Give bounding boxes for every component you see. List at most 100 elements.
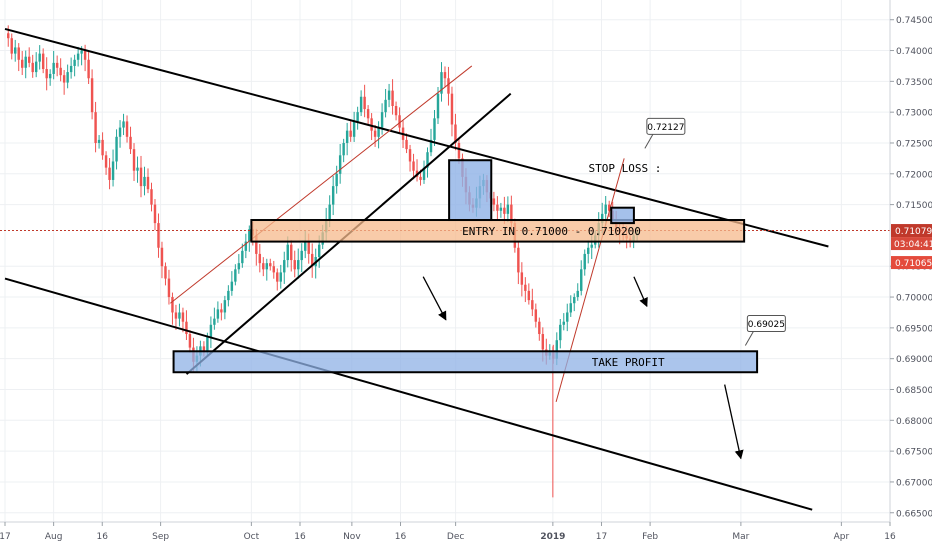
candle-body: [405, 139, 408, 150]
second-price-label: 0.71065: [895, 259, 932, 269]
candle-body: [419, 176, 422, 180]
candle-body: [297, 260, 300, 270]
candles: [7, 25, 639, 498]
candle-body: [125, 121, 129, 137]
y-tick-label: 0.74000: [896, 47, 932, 57]
candle-body: [555, 340, 558, 359]
candle-body: [454, 124, 457, 143]
candle-body: [450, 93, 454, 125]
x-tick-label: Sep: [152, 532, 169, 542]
candle-body: [139, 167, 143, 187]
candle-body: [279, 272, 282, 282]
candle-body: [538, 321, 541, 335]
candle-body: [583, 253, 586, 270]
candle-body: [167, 278, 171, 298]
candle-body: [7, 33, 10, 39]
channel-line-thin: [170, 65, 473, 304]
candle-body: [90, 78, 94, 113]
callout-value: 0.72127: [647, 123, 684, 133]
arrow: [724, 384, 744, 460]
time-axis-bg: [0, 522, 932, 550]
candle-body: [492, 198, 496, 205]
candle-body: [496, 204, 499, 211]
candle-body: [111, 161, 115, 180]
candle-body: [426, 152, 429, 168]
candle-body: [345, 130, 349, 143]
candle-body: [359, 96, 363, 113]
candle-body: [366, 109, 370, 119]
trend-line: [4, 277, 813, 511]
candle-body: [181, 312, 185, 322]
candle-body: [569, 303, 572, 313]
candle-body: [607, 204, 611, 211]
candle-body: [188, 334, 192, 348]
candle-body: [73, 59, 76, 66]
candle-body: [87, 59, 90, 79]
candle-body: [122, 121, 125, 128]
candle-body: [293, 260, 296, 270]
candle-body: [269, 263, 272, 267]
candle-body: [94, 112, 97, 143]
candle-body: [356, 112, 359, 122]
arrows: [422, 276, 744, 460]
candle-body: [384, 99, 387, 113]
candle-body: [150, 189, 153, 205]
take-profit-zone: [172, 350, 759, 374]
annotations: STOP LOSS : 0.72127 0.69025: [589, 117, 786, 346]
candle-body: [45, 69, 48, 79]
candle-body: [576, 290, 579, 298]
candle-body: [408, 149, 412, 162]
candle-body: [352, 121, 356, 137]
callout-pointer: [744, 331, 754, 346]
x-tick-label: 16: [97, 532, 109, 542]
candle-body: [590, 244, 593, 248]
last-price-tag: [891, 224, 932, 238]
callout-box: [746, 315, 786, 333]
candle-body: [153, 204, 157, 224]
candle-body: [566, 312, 569, 322]
x-tick-label: 17: [0, 532, 11, 542]
candle-body: [213, 318, 216, 325]
candle-body: [248, 229, 251, 242]
candle-body: [129, 136, 132, 150]
y-tick-label: 0.69500: [896, 324, 932, 334]
candle-body: [244, 241, 248, 251]
candle-body: [14, 47, 17, 54]
candle-body: [262, 263, 265, 270]
candle-body: [21, 59, 24, 68]
x-tick-label: Dec: [447, 532, 464, 542]
candle-body: [604, 204, 607, 214]
candle-body: [185, 321, 188, 335]
candle-body: [160, 247, 164, 267]
candle-body: [220, 309, 223, 313]
x-tick-label: Aug: [45, 532, 63, 542]
candle-body: [41, 53, 45, 70]
candle-body: [178, 312, 181, 319]
y-tick-label: 0.73000: [896, 109, 932, 119]
x-tick-label: Nov: [343, 532, 361, 542]
candle-body: [241, 250, 244, 264]
y-tick-label: 0.74500: [896, 16, 932, 26]
candle-body: [380, 112, 384, 128]
y-tick-label: 0.67500: [896, 448, 932, 458]
candle-body: [499, 207, 503, 211]
candle-body: [412, 161, 415, 171]
candle-body: [230, 281, 234, 291]
candle-body: [310, 253, 314, 267]
countdown-label: 03:04:41: [894, 240, 932, 250]
candle-body: [146, 176, 150, 190]
candle-body: [283, 260, 286, 273]
candle-body: [286, 244, 289, 261]
x-tick-label: Feb: [642, 532, 658, 542]
candle-body: [349, 130, 352, 137]
candle-body: [506, 204, 510, 214]
candle-body: [272, 266, 275, 273]
candle-body: [531, 300, 534, 310]
candle-body: [527, 290, 531, 301]
candle-body: [391, 90, 394, 107]
y-tick-label: 0.69000: [896, 355, 932, 365]
candle-body: [34, 61, 38, 73]
candle-body: [118, 127, 122, 137]
